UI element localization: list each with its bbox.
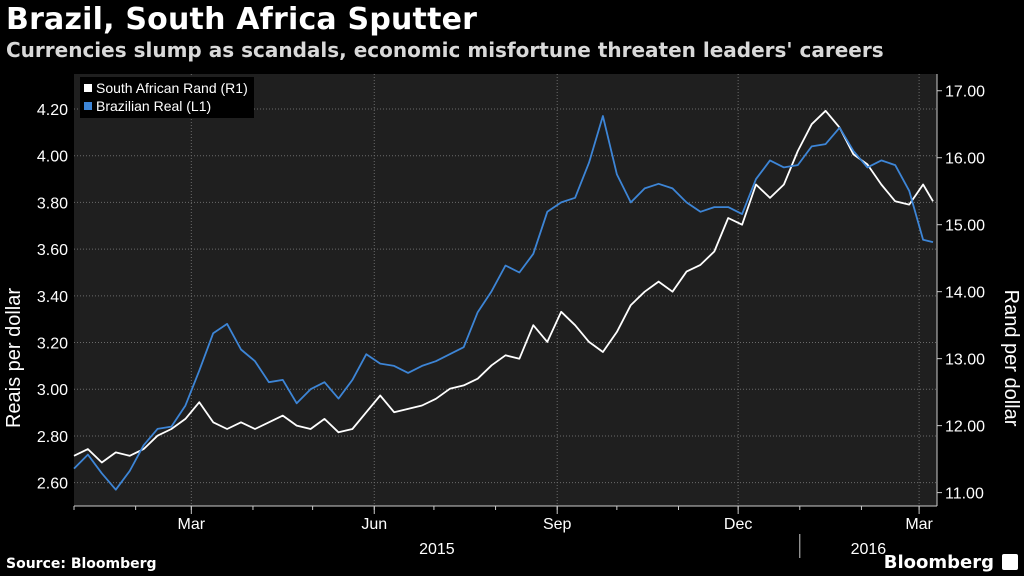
left-axis-ticks: 2.60 2.80 3.00 3.20 3.40 3.60 3.80 4.00 4.20 — [37, 102, 68, 493]
right-tick-label: 14.00 — [945, 285, 985, 302]
x-tick-label: Jun — [361, 516, 387, 533]
chart-legend: South African Rand (R1) Brazilian Real (… — [80, 77, 254, 118]
legend-item-rand: South African Rand (R1) — [84, 79, 248, 97]
left-tick-label: 3.00 — [37, 382, 68, 399]
x-tick-label: Mar — [178, 516, 206, 533]
year-label: 2016 — [851, 541, 887, 558]
right-axis-ticks: 11.00 12.00 13.00 14.00 15.00 16.00 17.00 — [936, 74, 985, 506]
left-tick-label: 3.60 — [37, 242, 68, 259]
legend-swatch-rand — [84, 84, 92, 92]
x-tick-label: Mar — [905, 516, 933, 533]
right-tick-label: 13.00 — [945, 352, 985, 369]
x-axis-ticks: Mar Jun Sep Dec Mar 2015 2016 — [73, 505, 937, 558]
left-tick-label: 2.80 — [37, 429, 68, 446]
year-label: 2015 — [419, 541, 455, 558]
legend-label-rand: South African Rand (R1) — [96, 80, 248, 96]
left-tick-label: 2.60 — [37, 476, 68, 493]
x-tick-label: Dec — [724, 516, 752, 533]
series-line-real — [73, 115, 934, 491]
right-tick-label: 15.00 — [945, 218, 985, 235]
legend-swatch-real — [84, 102, 92, 110]
brand-logo: Bloomberg — [883, 552, 994, 573]
x-tick-label: Sep — [543, 516, 572, 533]
source-note: Source: Bloomberg — [6, 556, 157, 572]
chart-title: Brazil, South Africa Sputter — [6, 2, 478, 37]
plot-background — [74, 74, 937, 506]
right-tick-label: 16.00 — [945, 151, 985, 168]
right-tick-label: 17.00 — [945, 84, 985, 101]
left-tick-label: 3.20 — [37, 336, 68, 353]
left-tick-label: 3.80 — [37, 195, 68, 212]
grid-lines — [74, 74, 937, 506]
chart-subtitle: Currencies slump as scandals, economic m… — [6, 38, 884, 62]
right-axis-label: Rand per dollar — [1000, 290, 1022, 427]
legend-item-real: Brazilian Real (L1) — [84, 97, 248, 115]
right-tick-label: 12.00 — [945, 419, 985, 436]
series-lines — [73, 109, 934, 491]
left-tick-label: 4.00 — [37, 149, 68, 166]
left-tick-label: 3.40 — [37, 289, 68, 306]
right-tick-label: 11.00 — [945, 486, 984, 503]
brand-mark-icon — [1002, 554, 1018, 570]
chart-area: 2.60 2.80 3.00 3.20 3.40 3.60 3.80 4.00 4.20 11.… — [0, 68, 1024, 558]
legend-label-real: Brazilian Real (L1) — [96, 98, 212, 114]
line-chart: 2.60 2.80 3.00 3.20 3.40 3.60 3.80 4.00 4.20 11.… — [3, 74, 1022, 558]
series-line-rand — [73, 109, 934, 464]
left-axis-label: Reais per dollar — [3, 288, 25, 428]
left-tick-label: 4.20 — [37, 102, 68, 119]
